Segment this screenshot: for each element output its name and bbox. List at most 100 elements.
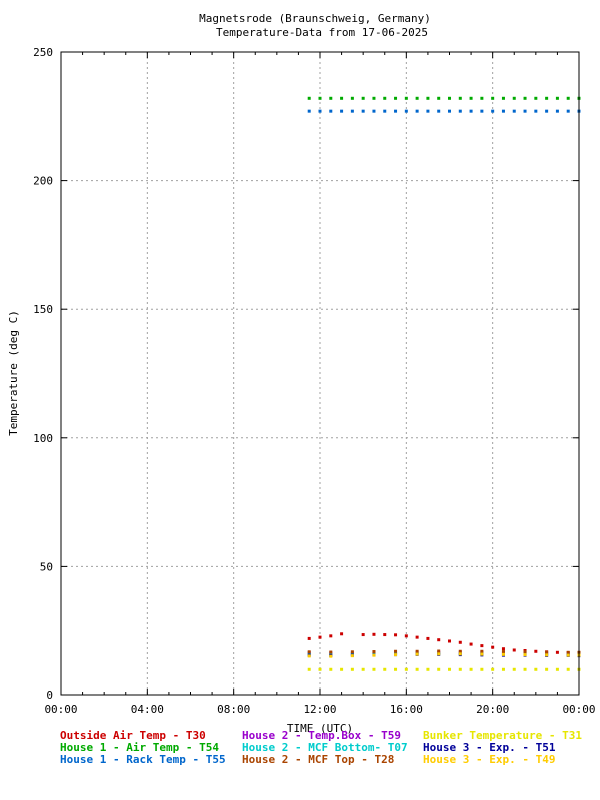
legend-entry: House 2 - MCF Top - T28 <box>242 753 394 766</box>
data-point <box>534 667 538 671</box>
data-point <box>469 642 473 646</box>
data-point <box>329 634 333 638</box>
data-point <box>523 650 527 654</box>
data-point <box>566 653 570 657</box>
data-point <box>415 635 419 639</box>
y-tick-label: 200 <box>33 175 53 188</box>
y-tick-label: 250 <box>33 46 53 59</box>
data-point <box>394 653 398 657</box>
x-tick-label: 12:00 <box>303 703 336 716</box>
data-point <box>437 652 441 656</box>
legend-entry: House 3 - Exp. - T51 <box>423 741 556 754</box>
data-point <box>480 667 484 671</box>
data-point <box>480 644 484 648</box>
series-7 <box>307 649 581 654</box>
series-8 <box>307 652 581 658</box>
data-point <box>534 96 538 100</box>
data-point <box>426 636 430 640</box>
data-point <box>404 634 408 638</box>
data-point <box>394 109 398 113</box>
data-point <box>501 652 505 656</box>
data-point <box>545 653 549 657</box>
data-point <box>523 653 527 657</box>
data-point <box>350 650 354 654</box>
data-point <box>566 667 570 671</box>
data-point <box>415 96 419 100</box>
data-point <box>469 667 473 671</box>
data-point <box>394 96 398 100</box>
data-point <box>415 652 419 656</box>
data-point <box>501 96 505 100</box>
legend-entry: Outside Air Temp - T30 <box>60 729 206 742</box>
data-point <box>545 650 549 654</box>
data-point <box>426 667 430 671</box>
data-point <box>480 109 484 113</box>
data-point <box>394 633 398 637</box>
data-point <box>350 667 354 671</box>
data-point <box>307 109 311 113</box>
data-point <box>415 109 419 113</box>
legend-entry: Bunker Temperature - T31 <box>423 729 582 742</box>
data-point <box>307 636 311 640</box>
legend-entry: House 2 - Temp.Box - T59 <box>242 729 401 742</box>
grid <box>61 52 579 695</box>
data-point <box>437 109 441 113</box>
legend: Outside Air Temp - T30 House 2 - Temp.Box… <box>60 729 582 766</box>
data-point <box>404 667 408 671</box>
data-point <box>307 654 311 658</box>
data-point <box>534 109 538 113</box>
x-tick-label: 16:00 <box>390 703 423 716</box>
data-point <box>415 667 419 671</box>
legend-entry: House 1 - Air Temp - T54 <box>60 741 219 754</box>
data-point <box>415 649 419 653</box>
data-point <box>329 654 333 658</box>
data-point <box>480 652 484 656</box>
data-point <box>480 649 484 653</box>
data-point <box>555 109 559 113</box>
x-tick-labels: 00:00 04:00 08:00 12:00 16:00 20:00 00:00 <box>44 703 595 716</box>
data-point <box>469 96 473 100</box>
series-4 <box>307 651 581 656</box>
chart-title: Magnetsrode (Braunschweig, Germany) <box>199 12 431 25</box>
data-point <box>372 667 376 671</box>
data-point <box>512 648 516 652</box>
data-point <box>340 632 344 636</box>
data-point <box>329 667 333 671</box>
x-tick-label: 04:00 <box>131 703 164 716</box>
y-tick-label: 0 <box>46 689 53 702</box>
chart-subtitle: Temperature-Data from 17-06-2025 <box>216 26 428 39</box>
data-point <box>383 109 387 113</box>
legend-entry: House 1 - Rack Temp - T55 <box>60 753 226 766</box>
x-tick-label: 20:00 <box>476 703 509 716</box>
y-tick-label: 100 <box>33 432 53 445</box>
data-point <box>394 649 398 653</box>
data-point <box>458 667 462 671</box>
data-point <box>437 649 441 653</box>
data-point <box>512 667 516 671</box>
data-point <box>437 638 441 642</box>
data-point <box>491 667 495 671</box>
data-point <box>566 109 570 113</box>
data-point <box>383 667 387 671</box>
data-point <box>361 96 365 100</box>
legend-entry: House 2 - MCF Bottom- T07 <box>242 741 408 754</box>
data-point <box>458 96 462 100</box>
data-point <box>566 650 570 654</box>
data-point <box>437 667 441 671</box>
data-point <box>372 109 376 113</box>
data-point <box>350 96 354 100</box>
data-point <box>318 667 322 671</box>
data-point <box>555 96 559 100</box>
series-5 <box>307 652 581 658</box>
y-tick-labels: 0 50 100 150 200 250 <box>33 46 53 702</box>
data-point <box>448 667 451 671</box>
data-point <box>361 633 365 637</box>
data-point <box>480 96 484 100</box>
data-point <box>307 667 311 671</box>
data-point <box>394 667 398 671</box>
data-point <box>372 96 376 100</box>
data-point <box>458 109 462 113</box>
data-point <box>372 650 376 654</box>
data-point <box>501 647 505 651</box>
